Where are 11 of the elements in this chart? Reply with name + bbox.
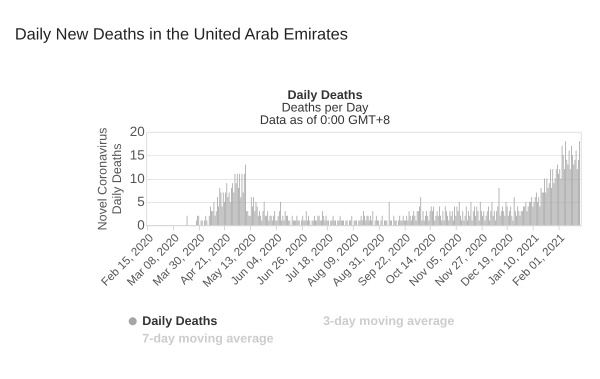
- y-tick-label: 10: [130, 170, 145, 186]
- y-axis-title: Novel Coronavirus Daily Deaths: [96, 128, 124, 230]
- y-tick-label: 20: [130, 124, 145, 140]
- text: Data as of 0:00 GMT+8: [260, 113, 390, 128]
- text: Deaths per Day: [282, 100, 370, 115]
- chart-subtitle: Daily Deaths: [287, 88, 363, 102]
- y-tick-label: 0: [137, 217, 145, 232]
- y-tick-label: 15: [130, 148, 145, 163]
- legend-label: Daily Deaths: [142, 314, 218, 328]
- chart-title: Daily New Deaths in the United Arab Emirates: [14, 26, 348, 44]
- y-tick-label: 5: [137, 194, 145, 210]
